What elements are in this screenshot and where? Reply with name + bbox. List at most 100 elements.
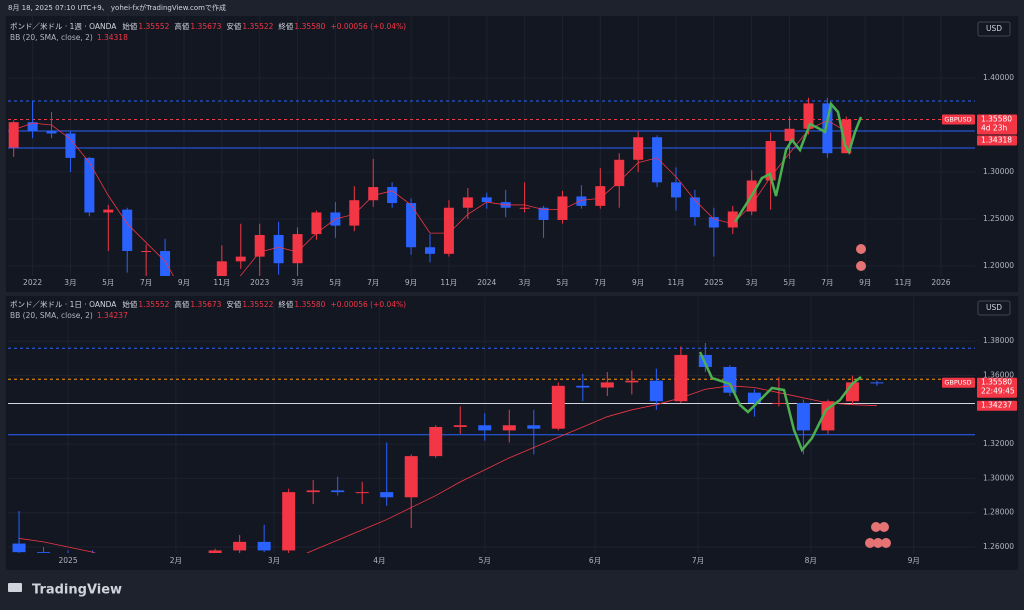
candle-body <box>453 425 467 427</box>
candle-body <box>551 385 565 429</box>
candle-body <box>216 261 227 276</box>
drawing-curve <box>698 351 862 453</box>
stat-value: 1.35673 <box>190 300 221 309</box>
x-tick-label: 9月 <box>632 278 644 287</box>
indicator-name: BB (20, SMA, close, 2) <box>10 311 93 320</box>
indicator-value: 1.34318 <box>97 33 128 42</box>
stat-label: 安値 <box>226 299 241 309</box>
symbol-title: ポンド／米ドル · 1日 · OANDA <box>10 299 117 309</box>
x-tick-label: 11月 <box>213 278 230 287</box>
candle-body <box>821 401 835 431</box>
bb-tag-text: 1.34318 <box>981 136 1012 145</box>
candle-body <box>747 392 761 403</box>
x-tick-label: 7月 <box>821 278 833 287</box>
candle-body <box>708 217 719 228</box>
price-tag-text: 1.35580 <box>981 378 1012 387</box>
currency-box <box>977 300 1011 316</box>
bb-tag-text: 1.34237 <box>981 401 1012 410</box>
candle-body <box>235 256 246 262</box>
candle-body <box>614 159 625 187</box>
x-tick-label: 9月 <box>908 556 920 565</box>
stat-label: 始値 <box>122 299 137 309</box>
candle-body <box>822 103 833 154</box>
candle-body <box>208 550 222 553</box>
x-tick-label: 5月 <box>102 278 114 287</box>
y-tick-label: 1.36000 <box>983 371 1014 380</box>
candle-body <box>282 492 296 551</box>
x-tick-label: 3月 <box>291 278 303 287</box>
x-tick-label: 4月 <box>373 556 385 565</box>
price-tag <box>977 377 1017 398</box>
x-tick-label: 9月 <box>405 278 417 287</box>
bb-basis <box>18 385 877 553</box>
stat-value: 1.35552 <box>138 300 169 309</box>
candle-body <box>27 122 38 131</box>
candle-body <box>46 130 57 134</box>
pane-1 <box>6 16 1018 292</box>
candle-body <box>387 187 398 204</box>
x-tick-label: 11月 <box>895 278 912 287</box>
bb-tag <box>977 135 1017 146</box>
stat-value: 1.35580 <box>294 22 325 31</box>
currency: USD <box>986 24 1002 33</box>
x-tick-label: 2023 <box>250 278 269 287</box>
stat-value: 1.35552 <box>138 22 169 31</box>
countdown: 4d 23h <box>981 124 1007 133</box>
price-tag-text: 1.35580 <box>981 115 1012 124</box>
header-text: 8月 18, 2025 07:10 UTC+9、 yohei-fxがTradin… <box>8 3 226 12</box>
candle-body <box>380 492 394 498</box>
candle-body <box>671 182 682 198</box>
candle-body <box>576 196 587 206</box>
candle-body <box>502 425 516 431</box>
symbol-tag <box>942 114 975 125</box>
symbol-tag-text: GBPUSD <box>944 379 971 387</box>
stat-label: 終値 <box>278 21 293 31</box>
x-tick-label: 8月 <box>805 556 817 565</box>
candle-body <box>254 235 265 257</box>
candle-body <box>784 128 795 141</box>
candle-body <box>481 197 492 203</box>
stat-label: 高値 <box>174 21 189 31</box>
x-tick-label: 6月 <box>589 556 601 565</box>
candle-body <box>84 157 95 213</box>
x-tick-label: 7月 <box>140 278 152 287</box>
x-tick-label: 2月 <box>170 556 182 565</box>
symbol-title: ポンド／米ドル · 1週 · OANDA <box>10 21 117 31</box>
candle-body <box>689 197 700 218</box>
x-tick-label: 2026 <box>931 278 950 287</box>
candle-body <box>257 541 271 551</box>
candle-body <box>355 492 369 494</box>
stat-value: 1.35522 <box>242 22 273 31</box>
stat-value: 1.35522 <box>242 300 273 309</box>
y-tick-label: 1.30000 <box>983 167 1014 176</box>
candle-body <box>233 541 247 551</box>
x-tick-label: 2022 <box>23 278 42 287</box>
x-tick-label: 3月 <box>746 278 758 287</box>
candle-body <box>803 103 814 129</box>
stat-label: 始値 <box>122 21 137 31</box>
stat-label: 終値 <box>278 299 293 309</box>
candle-body <box>478 425 492 431</box>
candle-body <box>595 186 606 206</box>
candle-body <box>443 207 454 254</box>
candle-body <box>368 187 379 201</box>
candle-body <box>557 196 568 220</box>
drawing-curve <box>733 101 863 223</box>
candle-body <box>527 425 541 429</box>
change: +0.00056 (+0.04%) <box>330 300 406 309</box>
candle-body <box>141 250 152 252</box>
candle-body <box>633 137 644 160</box>
indicator-name: BB (20, SMA, close, 2) <box>10 33 93 42</box>
x-tick-label: 5月 <box>479 556 491 565</box>
candle-body <box>424 247 435 254</box>
candle-body <box>160 250 171 276</box>
x-tick-label: 3月 <box>268 556 280 565</box>
candle-body <box>519 207 530 209</box>
candle-body <box>37 552 51 553</box>
y-tick-label: 1.38000 <box>983 336 1014 345</box>
x-tick-label: 7月 <box>367 278 379 287</box>
x-tick-label: 5月 <box>783 278 795 287</box>
candle-body <box>674 354 688 402</box>
y-tick-label: 1.26000 <box>983 542 1014 551</box>
candle-body <box>723 366 737 393</box>
